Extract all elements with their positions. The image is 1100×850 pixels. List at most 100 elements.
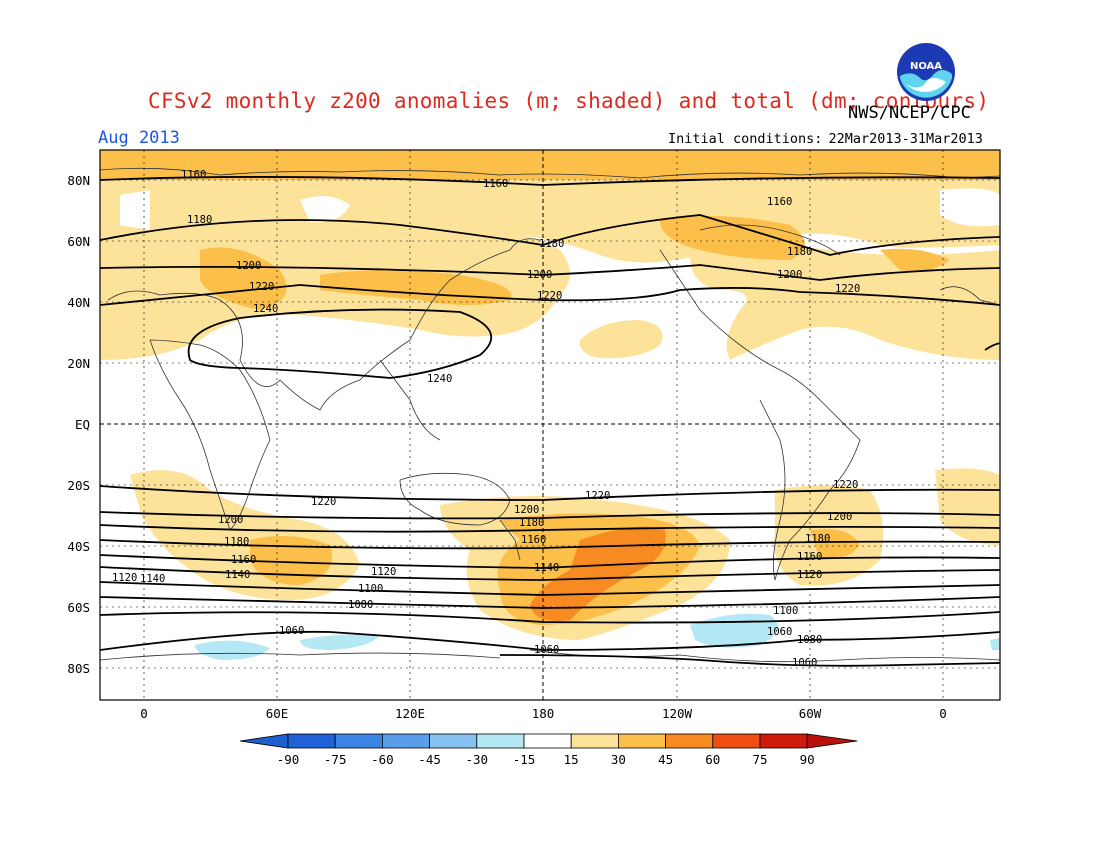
contour-label: 1100 (358, 583, 384, 595)
noaa-logo-text: NOAA (910, 61, 942, 72)
contour-label: 1200 (527, 269, 553, 281)
shading-arctic-orange (100, 150, 1000, 180)
contour-label: 1160 (181, 169, 207, 181)
contour-label: 1160 (483, 178, 509, 190)
contour-label: 1200 (777, 269, 803, 281)
plot-frame (99, 149, 1001, 701)
lon-label-60w: 60W (798, 706, 822, 721)
lat-label-20n: 20N (67, 356, 90, 371)
forecast-month: Aug 2013 (98, 128, 180, 148)
shading-europe-orange (200, 247, 287, 310)
initial-conditions: Initial conditions: 22Mar2013-31Mar2013 (668, 131, 989, 147)
colorbar-tick-label: 30 (610, 752, 626, 767)
lat-label-40n: 40N (67, 295, 90, 310)
colorbar-tick-label: 60 (705, 752, 721, 767)
lon-label-0-east: 0 (939, 706, 947, 721)
colorbar-high-arrow (806, 733, 858, 749)
lat-label-60s: 60S (67, 600, 90, 615)
lon-label-180: 180 (531, 706, 555, 721)
colorbar-tick-label: -45 (418, 752, 441, 767)
contour-label: 1060 (279, 625, 305, 637)
colorbar-swatch (712, 733, 761, 749)
contour-label: 1120 (797, 569, 823, 581)
colorbar-tick-label: -75 (323, 752, 347, 767)
contour-label: 1220 (585, 490, 611, 502)
colorbar-swatch (570, 733, 619, 749)
contour-label: 1240 (427, 373, 453, 385)
contour-label: 1220 (311, 496, 337, 508)
colorbar-tick-label: 90 (799, 752, 815, 767)
contour-label: 1220 (249, 281, 275, 293)
contour-label: 1060 (767, 626, 793, 638)
colorbar-tick-label: 45 (658, 752, 674, 767)
colorbar-swatch (429, 733, 478, 749)
contour-label: 1120 (112, 572, 138, 584)
contour-label: 1080 (348, 599, 374, 611)
lat-label-80s: 80S (67, 661, 90, 676)
contour-label: 1200 (514, 504, 540, 516)
contour-label: 1180 (224, 536, 250, 548)
contour-label: 1060 (792, 657, 818, 669)
contour-label: 1220 (537, 290, 563, 302)
contour-label: 1220 (835, 283, 861, 295)
shading-negative-2 (300, 634, 380, 650)
lon-label-0: 0 (140, 706, 148, 721)
lat-label-40s: 40S (67, 539, 90, 554)
colorbar-swatch (759, 733, 808, 749)
chart-title: CFSv2 monthly z200 anomalies (m; shaded)… (148, 89, 990, 113)
shading-s-pacific-darkorange (530, 526, 666, 621)
colorbar-tick-label: -15 (512, 752, 536, 767)
contour-label: 1180 (519, 517, 545, 529)
contour-label: 1180 (787, 246, 813, 258)
shading-s-east-light (935, 468, 1000, 545)
contour-label: 1180 (539, 238, 565, 250)
colorbar-tick-label: -30 (465, 752, 489, 767)
lat-label-eq: EQ (74, 417, 90, 432)
shading-s-atlantic-orange (810, 529, 860, 560)
colorbar-swatch (334, 733, 383, 749)
colorbar-swatch (287, 733, 336, 749)
contour-label: 1100 (773, 605, 799, 617)
colorbar-tick-label: -90 (276, 752, 300, 767)
colorbar-tick-label: 15 (563, 752, 579, 767)
lat-label-60n: 60N (67, 234, 90, 249)
contour-label: 1200 (827, 511, 853, 523)
contour-label: 1180 (805, 533, 831, 545)
ic-label: Initial conditions: (668, 131, 823, 147)
contour-label: 1120 (371, 566, 397, 578)
contour-label: 1060 (534, 644, 560, 656)
contour-label: 1160 (767, 196, 793, 208)
colorbar-tick-label: -60 (371, 752, 394, 767)
colorbar-swatch (665, 733, 714, 749)
shading-negative-1 (195, 640, 270, 660)
contour-label: 1240 (253, 303, 279, 315)
noaa-logo: NOAA (896, 42, 956, 102)
colorbar-tick-label: 75 (752, 752, 768, 767)
colorbar-low-arrow (239, 733, 289, 749)
contour-label: 1080 (797, 634, 823, 646)
contour-label: 1160 (797, 551, 823, 563)
colorbar-swatch (523, 733, 572, 749)
contour-label: 1140 (534, 562, 560, 574)
lon-label-120e: 120E (394, 706, 426, 721)
colorbar-swatch (618, 733, 667, 749)
contour-label: 1160 (231, 554, 257, 566)
contour-label: 1140 (140, 573, 166, 585)
shading-canada-orange (660, 216, 805, 260)
contour-label: 1160 (521, 534, 547, 546)
contour-label: 1200 (218, 514, 244, 526)
lat-label-20s: 20S (67, 478, 90, 493)
colorbar-swatch (381, 733, 430, 749)
ic-range: 22Mar2013-31Mar2013 (828, 131, 983, 147)
contour-label: 1140 (225, 569, 251, 581)
shading-pacific-patch (579, 320, 663, 359)
lon-label-120w: 120W (661, 706, 693, 721)
shading-atlantic-orange (880, 248, 950, 272)
shading-s-indian-orange (250, 536, 332, 585)
lat-label-80n: 80N (67, 173, 90, 188)
height-contours (100, 176, 1000, 667)
shading-atlantic-light (690, 246, 1000, 360)
contour-label: 1180 (187, 214, 213, 226)
